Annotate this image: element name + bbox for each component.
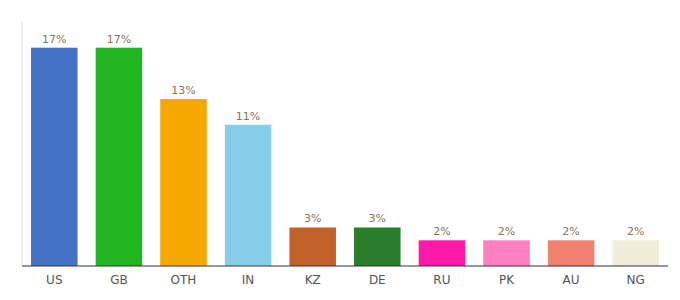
bar xyxy=(225,125,272,266)
y-range-line xyxy=(22,22,23,266)
data-label: 2% xyxy=(433,225,450,238)
bar xyxy=(96,48,143,266)
data-label: 13% xyxy=(171,84,195,97)
x-tick-label: NG xyxy=(627,273,645,287)
data-label: 11% xyxy=(236,110,260,123)
data-label: 3% xyxy=(369,212,386,225)
data-label: 17% xyxy=(107,33,131,46)
x-tick-label: IN xyxy=(242,273,255,287)
bar xyxy=(419,240,466,266)
bar xyxy=(289,227,336,266)
bar xyxy=(548,240,595,266)
x-axis-line xyxy=(22,265,668,266)
chart: US GB OTH IN KZ DE RU PK AU NG 17% 17% 13% 11% 3% 3% 2% 2… xyxy=(0,0,680,300)
x-tick-label: GB xyxy=(110,273,128,287)
bar xyxy=(31,48,78,266)
data-label: 3% xyxy=(304,212,321,225)
data-label: 17% xyxy=(42,33,66,46)
data-label: 2% xyxy=(498,225,515,238)
bar xyxy=(483,240,530,266)
x-tick-label: US xyxy=(46,273,62,287)
bar xyxy=(612,240,659,266)
x-tick-label: KZ xyxy=(305,273,321,287)
data-label: 2% xyxy=(562,225,579,238)
chart-container: US GB OTH IN KZ DE RU PK AU NG 17% 17% 13% 11% 3% 3% 2% 2… xyxy=(0,0,680,300)
bars xyxy=(31,48,659,266)
x-tick-label: AU xyxy=(563,273,580,287)
x-tick-label: DE xyxy=(369,273,386,287)
x-tick-label: RU xyxy=(433,273,450,287)
x-tick-label: PK xyxy=(499,273,515,287)
bar xyxy=(160,99,207,266)
x-tick-label: OTH xyxy=(171,273,197,287)
bar xyxy=(354,227,401,266)
data-label: 2% xyxy=(627,225,644,238)
